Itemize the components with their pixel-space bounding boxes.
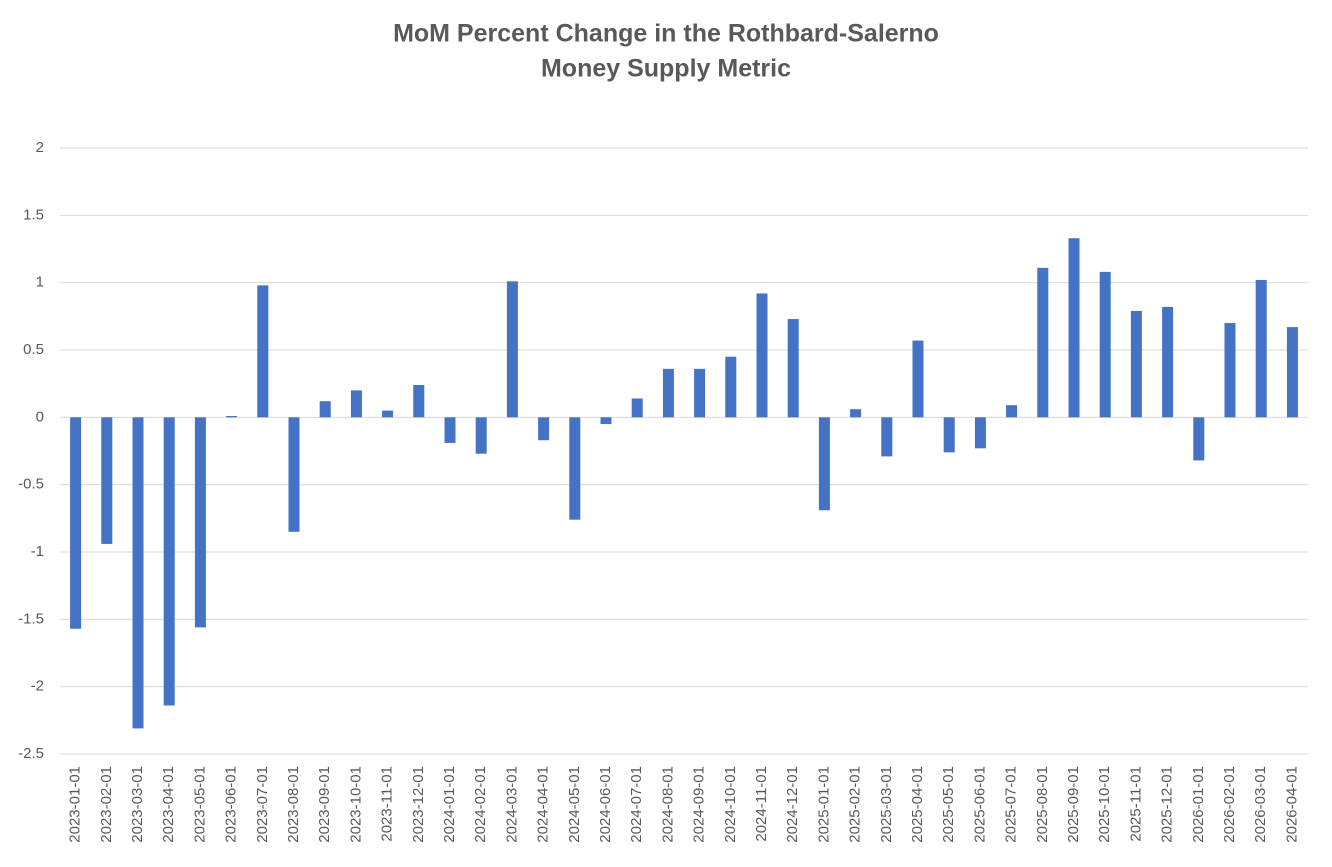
bar [506, 281, 518, 418]
x-tick-label: 2024-03-01 [503, 766, 520, 843]
bar [662, 368, 674, 418]
bar [226, 415, 238, 418]
x-tick-label: 2026-02-01 [1221, 766, 1238, 843]
x-tick-label: 2023-08-01 [285, 766, 302, 843]
x-tick-label: 2023-01-01 [67, 766, 84, 843]
bar [631, 398, 643, 418]
bar [1162, 306, 1174, 418]
y-tick-label: -1.5 [18, 610, 44, 627]
bar [70, 417, 82, 629]
bar [787, 319, 799, 418]
bar [600, 417, 612, 425]
bar [1006, 405, 1018, 418]
bar [974, 417, 986, 449]
x-tick-label: 2026-01-01 [1190, 766, 1207, 843]
x-tick-label: 2024-11-01 [753, 766, 770, 842]
y-tick-label: 0.5 [23, 341, 44, 358]
x-tick-label: 2023-06-01 [223, 766, 240, 843]
bar [413, 385, 425, 418]
x-tick-label: 2025-01-01 [815, 766, 832, 843]
y-tick-label: 0 [36, 408, 44, 425]
x-tick-label: 2024-10-01 [722, 766, 739, 843]
bar [943, 417, 955, 453]
x-tick-label: 2024-02-01 [472, 766, 489, 843]
x-tick-label: 2024-07-01 [628, 766, 645, 843]
x-tick-label: 2023-02-01 [98, 766, 115, 843]
x-tick-label: 2025-06-01 [971, 766, 988, 843]
bar [1130, 310, 1142, 418]
bar [1255, 279, 1267, 418]
y-tick-label: -2 [31, 678, 44, 695]
bar [350, 390, 362, 418]
bar [163, 417, 175, 706]
bar [475, 417, 487, 454]
x-tick-label: 2024-06-01 [597, 766, 614, 843]
bar [1193, 417, 1205, 461]
bar [850, 409, 862, 418]
x-tick-label: 2023-10-01 [347, 766, 364, 843]
x-tick-label: 2024-05-01 [566, 766, 583, 843]
x-tick-label: 2025-02-01 [847, 766, 864, 843]
bar [444, 417, 456, 443]
y-tick-label: -2.5 [18, 745, 44, 762]
bar [538, 417, 550, 441]
y-tick-label: -0.5 [18, 476, 44, 493]
bar [257, 285, 269, 418]
bar [881, 417, 893, 457]
bar [694, 368, 706, 418]
chart-title: Money Supply Metric [541, 55, 791, 83]
x-tick-label: 2023-12-01 [410, 766, 427, 843]
y-tick-label: -1 [31, 543, 44, 560]
bar [912, 340, 924, 418]
x-tick-label: 2025-08-01 [1034, 766, 1051, 843]
x-tick-label: 2024-08-01 [659, 766, 676, 843]
x-tick-label: 2024-01-01 [441, 766, 458, 843]
bar [725, 356, 737, 418]
bar [194, 417, 206, 628]
x-tick-label: 2024-09-01 [691, 766, 708, 843]
x-tick-label: 2023-03-01 [129, 766, 146, 843]
bar [756, 293, 768, 418]
x-tick-label: 2025-10-01 [1096, 766, 1113, 843]
x-tick-label: 2026-04-01 [1283, 766, 1300, 843]
x-tick-label: 2025-09-01 [1065, 766, 1082, 843]
bar [1286, 327, 1298, 418]
bar [382, 410, 394, 418]
bar [818, 417, 830, 511]
x-tick-label: 2025-04-01 [909, 766, 926, 843]
x-tick-label: 2023-07-01 [254, 766, 271, 843]
x-tick-label: 2024-04-01 [535, 766, 552, 843]
y-tick-label: 1.5 [23, 206, 44, 223]
bar [132, 417, 144, 729]
y-tick-label: 2 [36, 139, 44, 156]
x-tick-label: 2026-03-01 [1252, 766, 1269, 843]
x-tick-label: 2025-03-01 [878, 766, 895, 843]
y-tick-label: 1 [36, 274, 44, 291]
bar [569, 417, 581, 520]
x-tick-label: 2023-05-01 [191, 766, 208, 843]
bar [1099, 271, 1111, 418]
x-tick-label: 2025-05-01 [940, 766, 957, 843]
bar [288, 417, 300, 532]
bar [1224, 323, 1236, 418]
chart-title: MoM Percent Change in the Rothbard-Saler… [393, 20, 939, 48]
bar [1068, 238, 1080, 418]
bar [101, 417, 113, 544]
x-tick-label: 2025-12-01 [1159, 766, 1176, 843]
x-tick-label: 2024-12-01 [784, 766, 801, 843]
x-tick-label: 2023-11-01 [379, 766, 396, 842]
x-tick-label: 2023-04-01 [160, 766, 177, 843]
x-tick-label: 2025-11-01 [1127, 766, 1144, 842]
bar [319, 401, 331, 418]
x-tick-label: 2025-07-01 [1003, 766, 1020, 843]
bar [1037, 267, 1049, 418]
x-tick-label: 2023-09-01 [316, 766, 333, 843]
